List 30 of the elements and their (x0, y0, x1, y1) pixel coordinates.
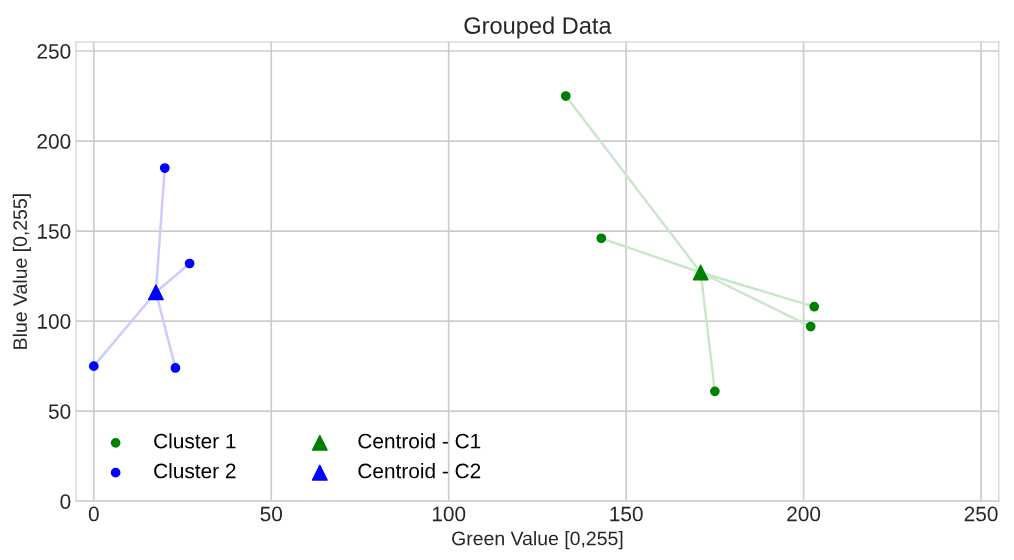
chart-title: Grouped Data (464, 16, 612, 39)
point (159, 163, 170, 173)
y-tick-label: 250 (37, 44, 71, 59)
point (692, 264, 709, 281)
point (809, 301, 820, 312)
point (184, 258, 195, 269)
x-tick-label: 200 (787, 506, 821, 522)
point (170, 363, 181, 373)
x-tick-label: 100 (432, 506, 466, 522)
y-tick-label: 150 (38, 224, 71, 239)
point (88, 361, 99, 372)
legend-label: Cluster 2 (154, 463, 236, 479)
point (560, 91, 571, 101)
y-axis-title: Blue Value [0,255] (12, 194, 31, 349)
legend-label: Centroid - C1 (358, 433, 481, 449)
point (710, 386, 720, 397)
legend-label: Cluster 1 (154, 433, 236, 449)
x-axis-title: Green Value [0,255] (452, 531, 623, 550)
point (147, 284, 164, 301)
x-tick-label: 150 (610, 506, 643, 522)
legend-label: Centroid - C2 (358, 463, 481, 479)
y-tick-label: 50 (48, 404, 71, 419)
x-tick-label: 50 (260, 506, 283, 522)
y-tick-label: 200 (37, 134, 71, 149)
x-tick-label: 0 (88, 506, 99, 522)
y-tick-label: 0 (60, 494, 71, 509)
point (805, 321, 816, 332)
point (596, 233, 607, 244)
x-tick-label: 250 (964, 506, 998, 522)
y-tick-label: 100 (38, 314, 71, 329)
